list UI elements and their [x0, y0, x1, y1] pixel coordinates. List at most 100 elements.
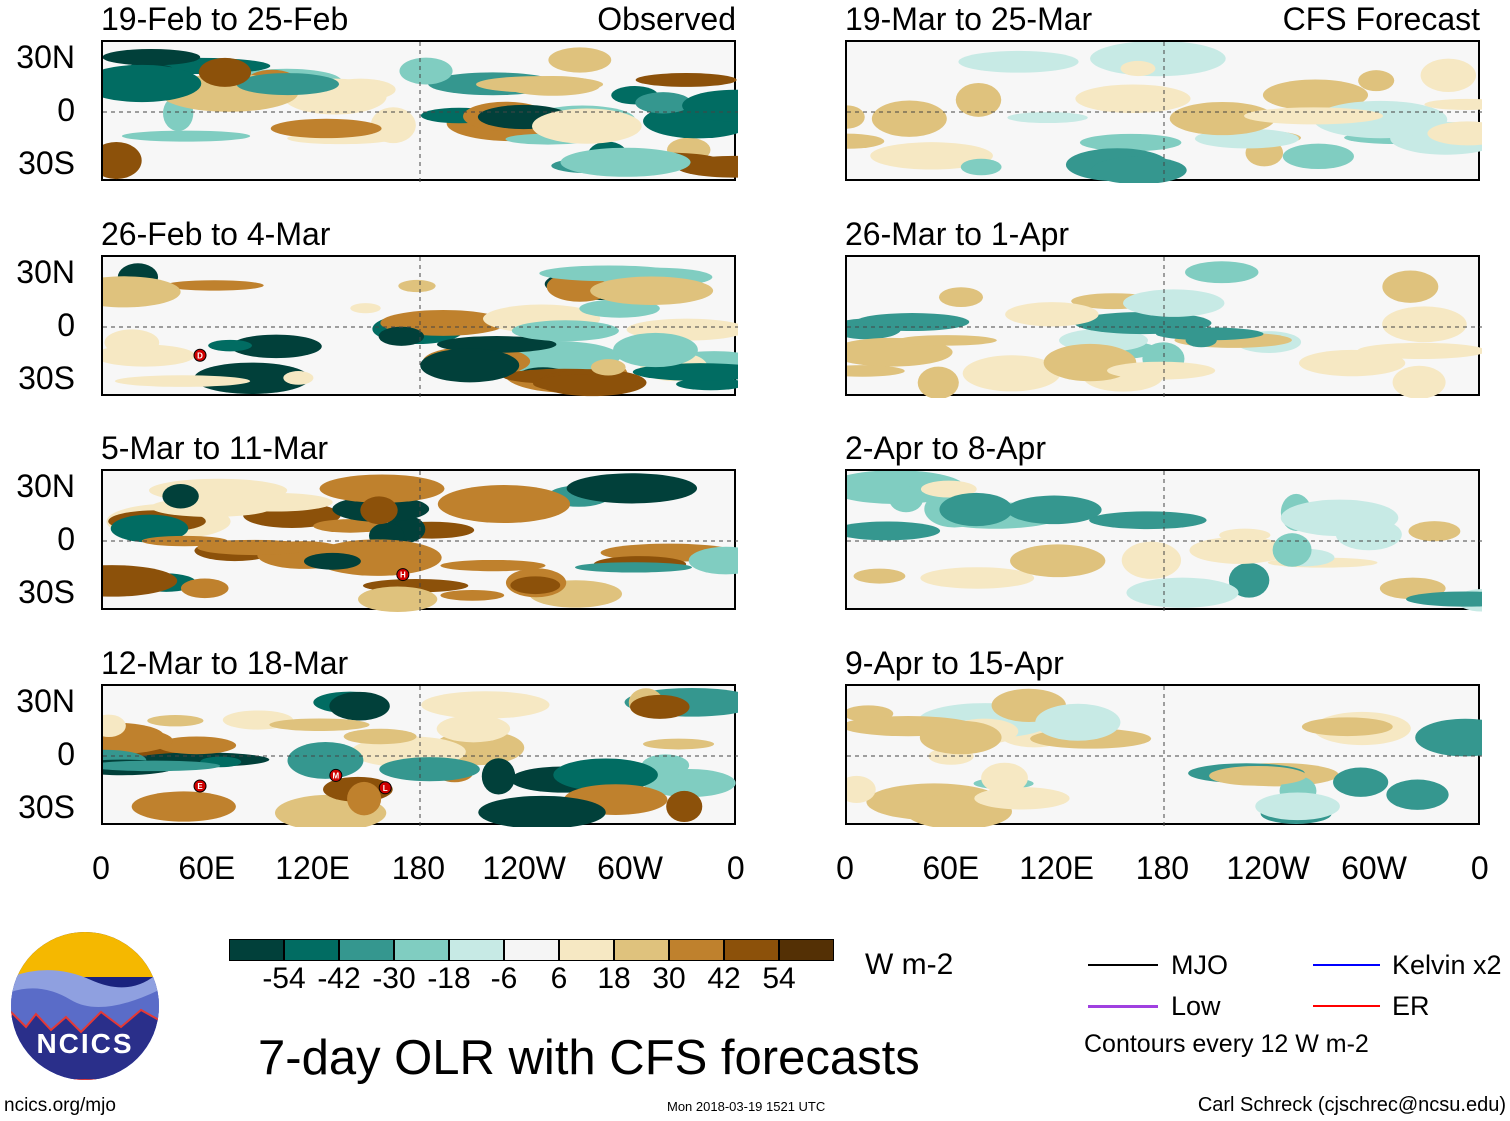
colorbar-swatch [284, 939, 339, 961]
olr-anomaly-blob [440, 589, 505, 601]
colorbar-label: -18 [427, 962, 471, 995]
olr-anomaly-blob [682, 89, 738, 122]
olr-anomaly-blob [1090, 42, 1226, 77]
olr-map-panel: D [101, 255, 738, 398]
olr-anomaly-blob [1358, 70, 1395, 92]
olr-anomaly-blob [1382, 306, 1467, 343]
lat-label: 30S [18, 145, 75, 181]
olr-anomaly-blob [1209, 765, 1307, 786]
colorbar-swatch [394, 939, 449, 961]
olr-map-panel [845, 40, 1482, 183]
panel-title: 26-Feb to 4-Mar [101, 216, 331, 252]
url-text: ncics.org/mjo [4, 1095, 116, 1116]
olr-anomaly-blob [378, 326, 425, 346]
colorbar-swatch [614, 939, 669, 961]
storm-label: D [197, 351, 203, 360]
olr-anomaly-blob [847, 105, 865, 129]
legend-label-low: Low [1171, 991, 1221, 1021]
olr-anomaly-blob [676, 155, 738, 178]
olr-anomaly-blob [398, 279, 436, 293]
legend-line-low [1088, 1005, 1158, 1008]
olr-anomaly-blob [379, 757, 480, 782]
panel-tag: CFS Forecast [1282, 1, 1480, 37]
olr-anomaly-blob [847, 365, 905, 377]
olr-anomaly-blob [313, 519, 388, 533]
storm-marker: E [193, 779, 207, 793]
panel-title: 12-Mar to 18-Mar [101, 645, 349, 681]
olr-anomaly-blob [613, 332, 698, 368]
olr-anomaly-blob [103, 714, 126, 738]
olr-anomaly-blob [115, 375, 251, 387]
olr-anomaly-blob [481, 758, 516, 795]
legend-line-kelvin [1313, 964, 1380, 966]
olr-anomaly-blob [236, 73, 340, 96]
lat-label: 30N [16, 39, 75, 75]
olr-anomaly-blob [574, 562, 692, 573]
colorbar-swatch [724, 939, 779, 961]
olr-anomaly-blob [360, 496, 398, 525]
olr-anomaly-blob [478, 795, 606, 827]
olr-anomaly-blob [197, 539, 313, 556]
logo-text: NCICS [36, 1028, 134, 1059]
panel-title: 26-Mar to 1-Apr [845, 216, 1070, 252]
storm-marker: L [378, 781, 392, 795]
olr-anomaly-blob [560, 147, 691, 177]
olr-anomaly-blob [325, 78, 396, 101]
olr-anomaly-blob [1299, 349, 1406, 377]
olr-anomaly-blob [103, 760, 221, 772]
olr-map-panel [845, 469, 1482, 612]
olr-anomaly-blob [1272, 533, 1312, 567]
storm-marker: D [193, 348, 207, 362]
olr-anomaly-blob [955, 82, 1002, 117]
olr-anomaly-blob [1424, 98, 1482, 110]
olr-anomaly-blob [1382, 270, 1439, 303]
lat-label: 30N [16, 683, 75, 719]
olr-anomaly-blob [350, 303, 381, 314]
colorbar-label: 18 [597, 962, 631, 995]
colorbar-swatch [339, 939, 394, 961]
olr-anomaly-blob [1120, 60, 1156, 77]
olr-anomaly-blob [666, 790, 703, 823]
olr-anomaly-blob [420, 348, 520, 383]
olr-anomaly-blob [847, 521, 941, 541]
olr-anomaly-blob [399, 57, 453, 85]
colorbar-swatch [229, 939, 284, 961]
olr-anomaly-blob [847, 133, 885, 149]
olr-anomaly-blob [1244, 107, 1384, 125]
lat-label: 30N [16, 254, 75, 290]
legend-line-er [1313, 1005, 1380, 1007]
olr-map-panel: E M L [101, 684, 738, 827]
olr-anomaly-blob [917, 366, 959, 398]
panel-tag: Observed [597, 1, 736, 37]
lat-label: 30S [18, 360, 75, 396]
lon-label: 60E [178, 850, 236, 886]
olr-anomaly-blob [532, 108, 642, 144]
olr-anomaly-blob [131, 791, 236, 822]
olr-anomaly-blob [147, 715, 204, 727]
olr-anomaly-blob [635, 73, 737, 87]
lon-label: 60W [1341, 850, 1407, 886]
olr-anomaly-blob [269, 718, 370, 732]
olr-anomaly-blob [347, 781, 382, 816]
panel-title: 9-Apr to 15-Apr [845, 645, 1064, 681]
olr-anomaly-blob [437, 485, 571, 524]
olr-anomaly-blob [303, 552, 361, 570]
olr-anomaly-blob [164, 280, 264, 291]
olr-anomaly-blob [853, 568, 906, 584]
olr-anomaly-blob [981, 762, 1028, 794]
lat-label: 0 [57, 92, 75, 128]
logo: NCICS [11, 932, 159, 1080]
olr-anomaly-blob [1185, 261, 1259, 284]
storm-label: E [197, 782, 203, 791]
olr-anomaly-blob [590, 276, 714, 305]
olr-anomaly-blob [1189, 536, 1290, 564]
olr-anomaly-blob [329, 691, 390, 721]
panel-title: 19-Mar to 25-Mar [845, 1, 1093, 37]
olr-anomaly-blob [193, 362, 310, 394]
olr-anomaly-blob [358, 586, 438, 612]
olr-anomaly-blob [103, 276, 181, 308]
storm-label: H [400, 571, 406, 580]
olr-anomaly-blob [958, 50, 1079, 73]
lat-label: 30S [18, 574, 75, 610]
olr-anomaly-blob [1282, 143, 1354, 170]
